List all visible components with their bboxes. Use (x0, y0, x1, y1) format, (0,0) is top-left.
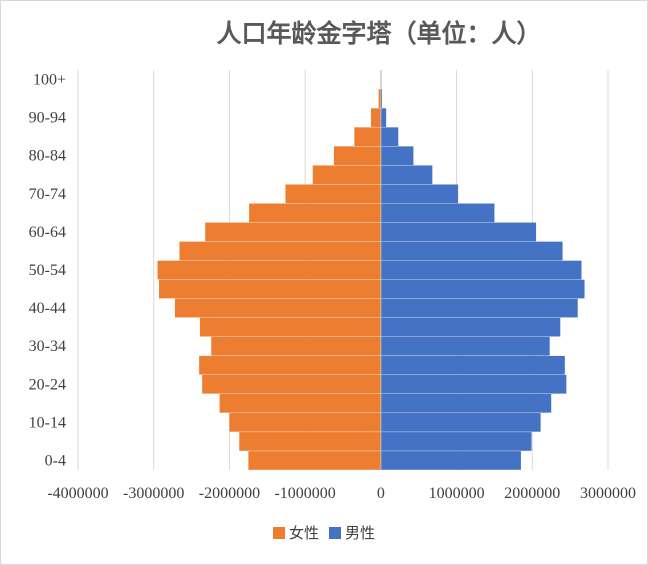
bar-female-45-49 (159, 279, 381, 299)
bar-male-40-44 (380, 298, 578, 318)
bar-male-50-54 (380, 260, 582, 280)
y-tick-label-30-34: 30-34 (29, 338, 66, 355)
bar-male-30-34 (380, 336, 550, 356)
x-tick-label-7: 3000000 (580, 485, 636, 502)
y-tick-label-20-24: 20-24 (29, 376, 66, 393)
bar-male-65-69 (380, 203, 495, 223)
legend-entry-female: 女性 (272, 522, 319, 543)
x-tick-label-3: -1000000 (274, 485, 335, 502)
y-tick-label-40-44: 40-44 (29, 300, 66, 317)
bar-male-45-49 (380, 279, 585, 299)
bar-female-70-74 (285, 184, 381, 204)
y-tick-label-60-64: 60-64 (29, 224, 66, 241)
x-tick-label-5: 1000000 (429, 485, 485, 502)
legend-swatch-female (272, 526, 285, 539)
bar-female-50-54 (157, 260, 381, 280)
legend: 女性 男性 (0, 522, 648, 543)
bar-female-20-24 (202, 374, 381, 394)
bar-female-5-9 (239, 432, 381, 451)
legend-entry-male: 男性 (329, 522, 375, 543)
bar-male-55-59 (380, 241, 563, 261)
x-tick-label-1: -3000000 (123, 485, 184, 502)
bar-female-80-84 (333, 146, 381, 166)
bar-male-85-89 (380, 127, 399, 146)
bar-male-25-29 (380, 355, 565, 375)
bar-female-25-29 (199, 355, 381, 375)
bar-female-65-69 (249, 203, 381, 223)
bar-male-5-9 (380, 432, 532, 451)
y-tick-label-90-94: 90-94 (29, 110, 66, 127)
bar-male-10-14 (380, 413, 541, 432)
legend-label-female: 女性 (288, 524, 319, 542)
legend-swatch-male (329, 526, 341, 539)
bar-female-85-89 (354, 127, 381, 146)
bar-male-95-99 (380, 89, 382, 108)
bar-male-60-64 (380, 222, 537, 242)
bar-female-35-39 (199, 317, 381, 337)
bar-male-75-79 (380, 165, 433, 185)
bar-male-20-24 (380, 374, 567, 394)
chart-title: 人口年龄金字塔（单位：人） (216, 19, 542, 48)
x-tick-label-4: 0 (377, 485, 385, 502)
y-tick-label-0-4: 0-4 (45, 452, 66, 469)
bar-female-30-34 (211, 336, 381, 356)
y-tick-label-10-14: 10-14 (29, 414, 66, 431)
y-tick-label-100+: 100+ (33, 72, 66, 89)
bar-female-90-94 (371, 108, 381, 127)
bar-male-70-74 (380, 184, 459, 204)
bar-male-15-19 (380, 394, 552, 413)
bar-male-80-84 (380, 146, 414, 166)
bar-female-75-79 (312, 165, 381, 185)
bar-female-10-14 (229, 413, 381, 432)
population-pyramid-plot: 0-4 10-14 20-24 30-34 40-44 50-54 60-64 70-74 80… (29, 70, 636, 502)
bar-male-90-94 (380, 108, 387, 127)
bar-male-35-39 (380, 317, 561, 337)
bar-female-15-19 (219, 394, 381, 413)
bar-female-95-99 (378, 89, 381, 108)
x-tick-label-2: -2000000 (199, 485, 260, 502)
legend-label-male: 男性 (345, 524, 376, 542)
bar-female-55-59 (179, 241, 381, 261)
x-tick-label-0: -4000000 (47, 485, 108, 502)
y-tick-label-70-74: 70-74 (29, 186, 66, 203)
bar-female-60-64 (205, 222, 381, 242)
bar-female-0-4 (248, 451, 381, 470)
bar-female-40-44 (174, 298, 381, 318)
bar-male-0-4 (380, 451, 521, 470)
x-tick-label-6: 2000000 (504, 485, 560, 502)
y-tick-label-80-84: 80-84 (29, 148, 66, 165)
y-tick-label-50-54: 50-54 (29, 262, 66, 279)
